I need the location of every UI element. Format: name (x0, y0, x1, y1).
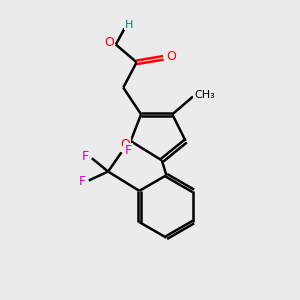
Text: O: O (104, 37, 114, 50)
Text: H: H (125, 20, 134, 30)
Text: O: O (166, 50, 176, 63)
Text: F: F (124, 144, 132, 157)
Text: F: F (79, 176, 86, 188)
Text: O: O (120, 138, 130, 151)
Text: F: F (82, 150, 89, 163)
Text: CH₃: CH₃ (194, 90, 215, 100)
